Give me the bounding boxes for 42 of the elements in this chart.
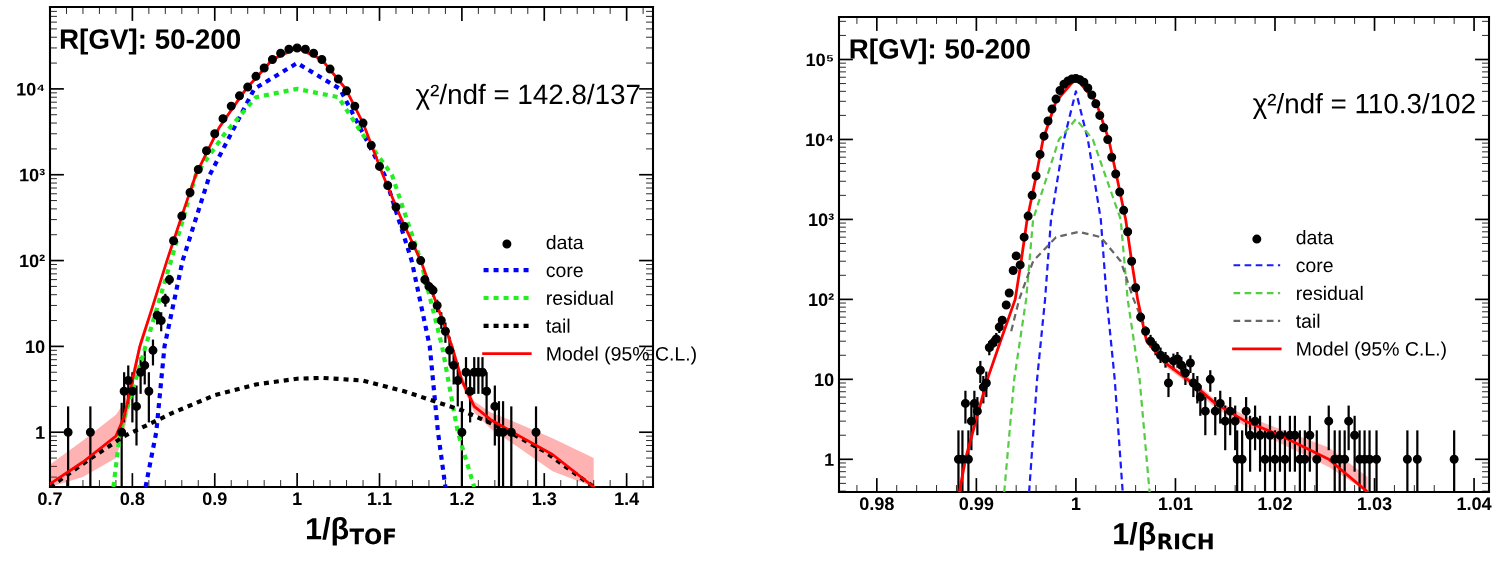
annotation: χ²/ndf = 110.3/102 <box>1252 93 1475 119</box>
x-axis-title: 1/β$_{RICH}$ <box>1114 522 1213 551</box>
x-tick-label: 0.99 <box>959 497 994 511</box>
legend-label: data <box>546 235 584 250</box>
x-tick-label: 0.8 <box>120 492 145 506</box>
x-tick-label: 0.7 <box>38 492 62 506</box>
annotation: R[GV]: 50-200 <box>60 28 241 55</box>
y-tick-label: 10 <box>815 373 834 387</box>
x-tick-label: 1.2 <box>450 492 474 505</box>
legend-label: Model (95% C.L.) <box>1297 341 1446 360</box>
y-tick-label: 10³ <box>809 213 834 227</box>
x-tick-label: 1.01 <box>1159 497 1193 511</box>
annotation: χ²/ndf = 142.8/137 <box>415 83 640 110</box>
legend-label: tail <box>546 318 570 333</box>
x-tick-label: 1 <box>1072 497 1081 510</box>
x-tick-label: 1.4 <box>615 492 640 505</box>
legend-label: Model (95% C.L.) <box>547 346 696 365</box>
y-tick-label: 1 <box>825 453 834 466</box>
x-tick-label: 0.9 <box>202 492 227 506</box>
legend-label: core <box>546 266 583 278</box>
y-tick-label: 1 <box>36 426 45 439</box>
legend-label: residual <box>547 290 613 306</box>
y-tick-label: 10³ <box>20 168 45 182</box>
legend-label: data <box>1296 230 1334 245</box>
x-tick-label: 1.02 <box>1258 497 1292 511</box>
y-tick-label: 10⁴ <box>17 82 45 96</box>
legend-label: residual <box>1297 285 1363 301</box>
y-tick-label: 10⁵ <box>806 53 834 67</box>
y-tick-label: 10² <box>809 293 834 307</box>
x-tick-label: 1.04 <box>1457 497 1492 511</box>
x-tick-label: 1.3 <box>532 492 557 506</box>
x-tick-label: 1.03 <box>1358 497 1392 511</box>
annotation: R[GV]: 50-200 <box>850 38 1030 65</box>
x-tick-label: 1.1 <box>368 492 392 505</box>
y-tick-label: 10 <box>26 340 45 354</box>
x-tick-label: 0.98 <box>859 497 894 511</box>
x-tick-label: 1 <box>293 492 302 505</box>
legend-label: tail <box>1296 313 1320 328</box>
legend-label: core <box>1296 261 1333 273</box>
y-tick-label: 10² <box>20 254 45 268</box>
x-axis-title: 1/β$_{TOF}$ <box>306 517 396 546</box>
y-tick-label: 10⁴ <box>806 133 834 147</box>
